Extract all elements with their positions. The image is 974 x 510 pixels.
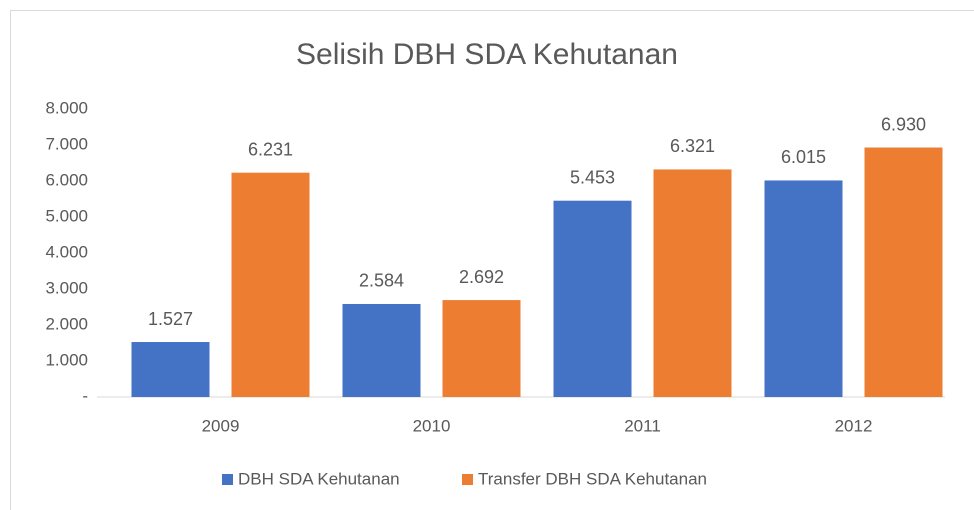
chart-border <box>10 10 974 510</box>
x-tick-label: 2009 <box>202 416 240 435</box>
bar <box>553 200 632 397</box>
bar <box>442 300 521 397</box>
legend-swatch <box>222 474 233 485</box>
legend-swatch <box>462 474 473 485</box>
data-label: 2.584 <box>359 271 404 291</box>
legend-label: Transfer DBH SDA Kehutanan <box>478 469 707 488</box>
data-label: 2.692 <box>459 267 504 287</box>
bar <box>342 303 421 397</box>
data-label: 6.231 <box>248 139 293 159</box>
bar <box>131 342 210 397</box>
y-tick-label: 8.000 <box>45 98 88 117</box>
bar <box>764 180 843 397</box>
y-tick-label: 5.000 <box>45 206 88 225</box>
y-tick-label: 3.000 <box>45 278 88 297</box>
y-tick-label: 7.000 <box>45 134 88 153</box>
y-tick-label: 1.000 <box>45 350 88 369</box>
data-label: 6.321 <box>670 136 715 156</box>
bar <box>864 147 943 397</box>
data-label: 1.527 <box>148 309 193 329</box>
bar <box>653 169 732 397</box>
x-tick-label: 2011 <box>624 416 661 435</box>
bar <box>231 172 310 397</box>
y-tick-label: 6.000 <box>45 170 88 189</box>
data-label: 6.930 <box>881 114 926 134</box>
data-label: 5.453 <box>570 167 615 187</box>
y-tick-label: - <box>82 386 88 405</box>
y-tick-label: 4.000 <box>45 242 88 261</box>
chart-title: Selisih DBH SDA Kehutanan <box>296 38 678 71</box>
x-tick-label: 2012 <box>835 416 873 435</box>
y-tick-label: 2.000 <box>45 314 88 333</box>
legend-label: DBH SDA Kehutanan <box>238 469 400 488</box>
x-tick-label: 2010 <box>413 416 451 435</box>
data-label: 6.015 <box>781 147 826 167</box>
